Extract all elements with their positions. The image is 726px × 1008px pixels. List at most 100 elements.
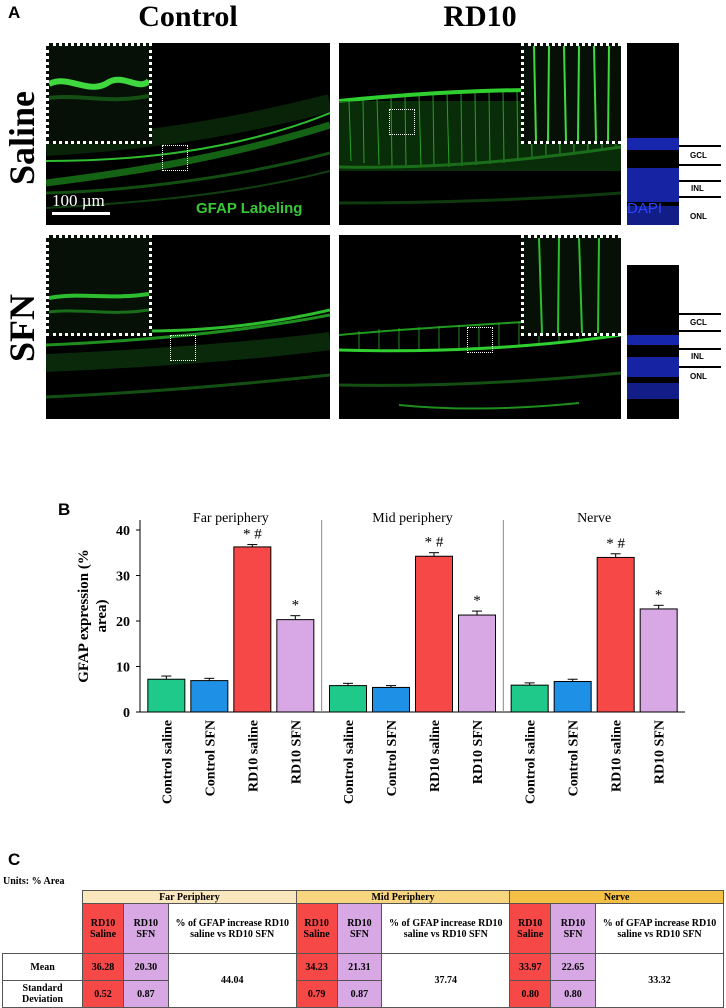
mean-sfn-mid: 21.31 <box>336 953 383 981</box>
layer-label-gcl: GCL <box>690 151 707 160</box>
group-header-mid: Mid Periphery <box>295 890 511 904</box>
significance-mark: * # <box>425 535 444 551</box>
dapi-strip-saline <box>627 43 679 225</box>
column-title-control: Control <box>138 0 238 33</box>
col-rd10-saline-far: RD10 Saline <box>82 903 124 954</box>
y-tick-label: 0 <box>123 706 130 721</box>
panel-title: Mid periphery <box>372 511 452 526</box>
bar <box>372 686 410 713</box>
sd-saline-far: 0.52 <box>82 980 124 1008</box>
micrograph-rd10-saline <box>339 43 621 225</box>
mean-saline-mid: 34.23 <box>295 953 338 981</box>
units-label: Units: % Area <box>3 876 65 887</box>
micrograph-rd10-sfn <box>339 235 621 419</box>
panel-title: Nerve <box>577 511 611 526</box>
y-axis-label-line: GFAP expression (% <box>76 549 92 683</box>
increase-far: 44.04 <box>167 953 297 1008</box>
category-label: RD10 SFN <box>289 720 304 784</box>
significance-mark: * # <box>243 527 262 543</box>
row-title-saline: Saline <box>2 90 42 186</box>
bar <box>329 685 367 713</box>
significance-mark: * <box>473 593 481 609</box>
y-axis-label-line: area) <box>94 599 110 632</box>
bar <box>276 619 315 713</box>
category-label: Control SFN <box>203 720 218 796</box>
retina-image-control-sfn <box>46 308 330 399</box>
bar-chart: 0 10 20 30 40 GFAP expression (% area) Far peri… <box>76 511 685 804</box>
mean-saline-far: 36.28 <box>82 953 124 981</box>
col-increase-nerve: % of GFAP increase RD10 saline vs RD10 S… <box>594 903 725 954</box>
category-label: Control saline <box>160 720 175 804</box>
bar <box>596 556 635 713</box>
layer-label-onl: ONL <box>690 212 707 221</box>
dapi-strip-sfn <box>627 265 679 419</box>
group-header-far: Far Periphery <box>82 890 297 904</box>
increase-nerve: 33.32 <box>594 953 725 1008</box>
row-label-sd: Standard Deviation <box>1 980 84 1008</box>
sd-sfn-far: 0.87 <box>122 980 169 1008</box>
panel-a-label: A <box>8 3 21 22</box>
mean-saline-nerve: 33.97 <box>509 953 552 981</box>
bar <box>190 680 229 713</box>
roi-box-rd10-saline <box>389 109 415 135</box>
inset-zoom-rd10-saline <box>521 43 621 144</box>
category-label: RD10 SFN <box>471 720 486 784</box>
inset-zoom-control-sfn <box>46 235 152 336</box>
micrograph-control-sfn <box>46 235 330 419</box>
category-label: RD10 saline <box>610 720 625 792</box>
increase-mid: 37.74 <box>381 953 511 1008</box>
col-rd10-saline-mid: RD10 Saline <box>295 903 338 954</box>
row-label-mean: Mean <box>1 953 84 981</box>
col-increase-far: % of GFAP increase RD10 saline vs RD10 S… <box>167 903 297 954</box>
sd-sfn-nerve: 0.80 <box>550 980 596 1008</box>
scale-bar <box>52 212 110 215</box>
layer-label-onl-sfn: ONL <box>690 372 707 381</box>
category-label: RD10 saline <box>246 720 261 792</box>
layer-label-gcl-sfn: GCL <box>690 318 707 327</box>
category-label: RD10 SFN <box>653 720 668 784</box>
micrograph-control-saline <box>46 43 330 225</box>
significance-mark: * <box>655 587 663 603</box>
column-title-rd10: RD10 <box>443 0 517 33</box>
bar <box>147 678 186 713</box>
bar <box>510 684 549 713</box>
dapi-label: DAPI <box>627 200 663 217</box>
category-label: Control SFN <box>567 720 582 796</box>
layer-label-inl: INL <box>691 184 704 193</box>
panel-c-label: C <box>8 850 21 869</box>
col-rd10-sfn-nerve: RD10 SFN <box>550 903 596 954</box>
significance-mark: * <box>292 598 300 614</box>
category-label: Control saline <box>524 720 539 804</box>
layer-label-inl-sfn: INL <box>691 352 704 361</box>
retina-image-control-saline <box>46 94 330 209</box>
panel-b-label: B <box>58 500 71 519</box>
mean-sfn-nerve: 22.65 <box>550 953 596 981</box>
col-rd10-saline-nerve: RD10 Saline <box>509 903 552 954</box>
category-label: Control SFN <box>385 720 400 796</box>
panel-title: Far periphery <box>193 511 269 526</box>
y-tick-label: 20 <box>116 615 130 630</box>
summary-table: Far Periphery Mid Periphery Nerve RD10 S… <box>1 890 725 1008</box>
col-increase-mid: % of GFAP increase RD10 saline vs RD10 S… <box>381 903 511 954</box>
bar <box>458 614 496 713</box>
bar <box>415 555 453 713</box>
significance-mark: * # <box>606 536 625 552</box>
sd-saline-mid: 0.79 <box>295 980 338 1008</box>
scale-bar-label: 100 µm <box>52 191 105 210</box>
roi-box-control-saline <box>162 145 188 171</box>
category-label: RD10 saline <box>428 720 443 792</box>
sd-saline-nerve: 0.80 <box>509 980 552 1008</box>
y-tick-label: 10 <box>116 661 130 676</box>
roi-box-rd10-sfn <box>467 327 493 353</box>
group-header-nerve: Nerve <box>509 890 724 904</box>
bar <box>233 546 272 713</box>
category-label: Control saline <box>342 720 357 804</box>
y-tick-label: 40 <box>116 524 130 539</box>
col-rd10-sfn-mid: RD10 SFN <box>336 903 383 954</box>
bar <box>553 681 592 713</box>
gfap-labeling-text: GFAP Labeling <box>196 200 303 217</box>
roi-box-control-sfn <box>170 335 196 361</box>
inset-zoom-rd10-sfn <box>521 235 621 336</box>
mean-sfn-far: 20.30 <box>122 953 169 981</box>
sd-sfn-mid: 0.87 <box>336 980 383 1008</box>
